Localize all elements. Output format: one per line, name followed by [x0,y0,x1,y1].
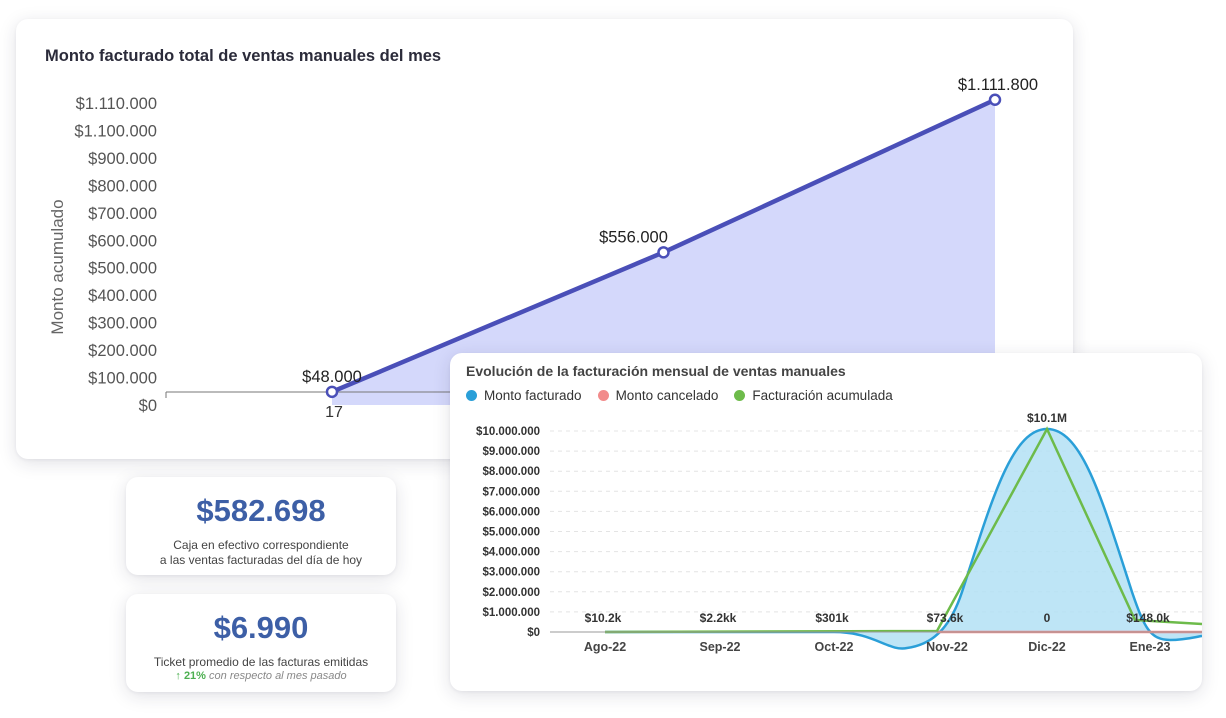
kpi-ticket-value: $6.990 [213,610,309,645]
x-tick-label: Ene-23 [1130,640,1171,654]
y-tick-label: $1.000.000 [482,607,540,619]
main-chart: $0 $100.000 $200.000 $300.000 $400.000 $500.0… [48,76,1038,421]
evolution-chart-card: Evolución de la facturación mensual de v… [450,353,1202,691]
legend-label: Monto facturado [484,388,582,403]
y-tick-label: $500.000 [88,260,157,278]
x-tick-label: 17 [325,404,343,421]
y-tick-label: $2.000.000 [482,587,540,599]
legend-dot-icon [466,390,477,401]
legend-item-monto-cancelado[interactable]: Monto cancelado [597,388,719,403]
y-tick-label: $0 [527,627,540,639]
y-tick-label: $1.100.000 [74,123,157,141]
kpi-ticket-trend-text: con respecto al mes pasado [209,670,347,682]
legend-item-facturacion-acumulada[interactable]: Facturación acumulada [734,388,893,403]
x-tick-label: Nov-22 [926,640,968,654]
y-tick-label: $400.000 [88,287,157,305]
data-label: $148.0k [1126,611,1170,625]
y-tick-label: $200.000 [88,342,157,360]
y-tick-label: $800.000 [88,177,157,195]
data-label: $1.111.800 [958,76,1038,94]
y-tick-label: $4.000.000 [482,547,540,559]
y-tick-label: $7.000.000 [482,486,540,498]
monto-facturado-area [605,428,1202,649]
kpi-ticket-desc: Ticket promedio de las facturas emitidas [153,655,369,669]
x-tick-label: Dic-22 [1028,640,1066,654]
data-label: $10.2k [585,611,622,625]
zero-data-label: 0 [1044,611,1051,625]
legend-dot-icon [734,390,746,401]
y-tick-label: $9.000.000 [482,446,540,458]
kpi-cash-desc-line2: a las ventas facturadas del día de hoy [159,553,363,567]
kpi-cash-desc-line1: Caja en efectivo correspondiente [173,538,349,552]
y-tick-label: $1.110.000 [76,95,157,113]
y-axis-label: Monto acumulado [48,199,67,334]
data-label: $10.1M [1027,411,1067,425]
facturacion-acumulada-line [604,426,1202,634]
data-label: $2.2kk [700,611,737,625]
kpi-ticket-trend-pct: 21% [183,670,206,682]
y-tick-label: $6.000.000 [482,506,540,518]
evolution-chart-title: Evolución de la facturación mensual de v… [466,363,846,379]
y-tick-label: $300.000 [88,315,157,333]
data-label: $48.000 [302,368,362,386]
legend-dot-icon [597,390,609,401]
monto-facturado-line [605,427,1202,650]
x-tick-label: Sep-22 [700,640,741,654]
y-tick-label: $10.000.000 [476,426,540,438]
y-tick-label: $3.000.000 [482,567,540,579]
kpi-ticket-trend: ↑ 21% con respecto al mes pasado [126,670,396,682]
evolution-chart: $0 $1.000.000 $2.000.000 $3.000.000 $4.000.0… [476,411,1202,654]
x-tick-label: Ago-22 [584,640,626,654]
kpi-cash-card: $582.698 Caja en efectivo correspondient… [126,477,396,575]
evolution-legend: Monto facturado Monto cancelado Facturac… [466,388,893,403]
y-tick-label: $900.000 [88,150,157,168]
main-chart-card: Monto facturado total de ventas manuales… [16,19,1073,459]
y-tick-label: $5.000.000 [482,527,540,539]
x-tick-label: Oct-22 [815,640,854,654]
legend-label: Monto cancelado [615,388,719,403]
data-point[interactable] [988,93,1002,107]
y-tick-label: $8.000.000 [482,466,540,478]
y-tick-label: $700.000 [88,205,157,223]
main-chart-title: Monto facturado total de ventas manuales… [45,47,442,65]
kpi-ticket-card: $6.990 Ticket promedio de las facturas e… [126,594,396,692]
arrow-up-icon: ↑ [175,670,181,682]
data-label: $73.6k [927,611,964,625]
data-label: $301k [815,611,849,625]
y-tick-label: $0 [139,397,157,415]
legend-item-monto-facturado[interactable]: Monto facturado [466,388,582,403]
y-tick-label: $600.000 [88,232,157,250]
kpi-cash-value: $582.698 [196,493,326,528]
data-point[interactable] [325,385,339,399]
legend-label: Facturación acumulada [752,388,893,403]
data-point[interactable] [657,246,670,259]
data-label: $556.000 [599,228,668,246]
y-tick-label: $100.000 [88,370,157,388]
